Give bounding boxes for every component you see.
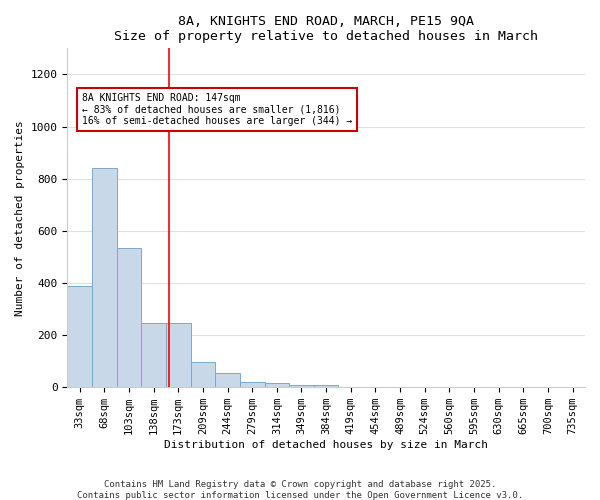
Title: 8A, KNIGHTS END ROAD, MARCH, PE15 9QA
Size of property relative to detached hous: 8A, KNIGHTS END ROAD, MARCH, PE15 9QA Si…: [114, 15, 538, 43]
Bar: [116, 248, 141, 387]
Bar: [92, 168, 116, 387]
Bar: [141, 324, 166, 387]
Bar: [265, 384, 289, 387]
Bar: [166, 324, 191, 387]
Text: 8A KNIGHTS END ROAD: 147sqm
← 83% of detached houses are smaller (1,816)
16% of : 8A KNIGHTS END ROAD: 147sqm ← 83% of det…: [82, 92, 352, 126]
Bar: [289, 384, 314, 387]
Text: Contains HM Land Registry data © Crown copyright and database right 2025.
Contai: Contains HM Land Registry data © Crown c…: [77, 480, 523, 500]
X-axis label: Distribution of detached houses by size in March: Distribution of detached houses by size …: [164, 440, 488, 450]
Bar: [191, 362, 215, 387]
Bar: [215, 373, 240, 387]
Bar: [240, 382, 265, 387]
Y-axis label: Number of detached properties: Number of detached properties: [15, 120, 25, 316]
Bar: [67, 286, 92, 387]
Bar: [314, 386, 338, 387]
